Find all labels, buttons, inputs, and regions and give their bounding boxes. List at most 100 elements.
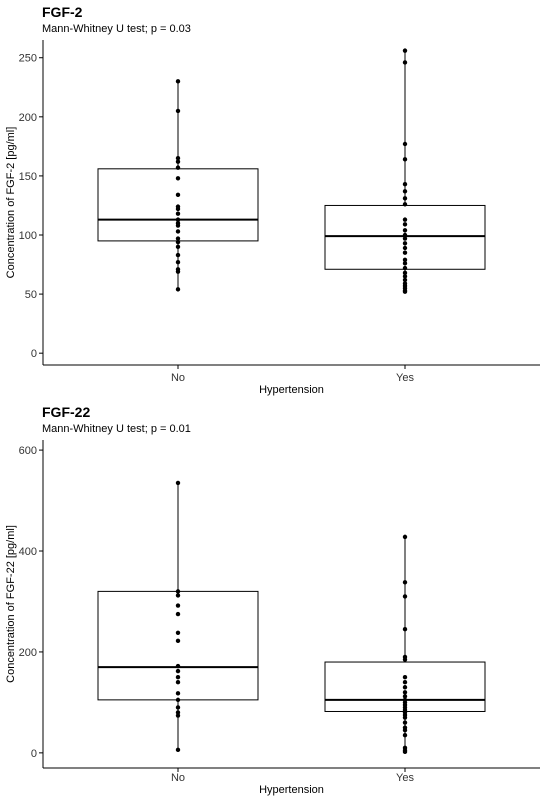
y-axis-title: Concentration of FGF-2 [pg/ml] <box>5 127 17 279</box>
data-point <box>175 638 181 644</box>
data-point <box>175 108 181 114</box>
x-tick-label: Yes <box>396 772 414 784</box>
data-point <box>175 155 181 161</box>
chart-title: FGF-22 <box>42 404 91 420</box>
data-point <box>402 60 408 65</box>
data-point <box>402 685 408 690</box>
data-point <box>175 593 181 598</box>
data-point <box>402 715 408 720</box>
data-point <box>402 257 408 263</box>
data-point <box>402 222 408 227</box>
x-tick-label: No <box>171 372 185 384</box>
data-point <box>402 580 408 585</box>
data-point <box>402 690 408 695</box>
data-point <box>402 189 408 194</box>
fgf2-chart-panel: FGF-2 Mann-Whitney U test; p = 0.03 0 50 1… <box>5 4 540 396</box>
fgf22-chart-panel: FGF-22 Mann-Whitney U test; p = 0.01 0 20… <box>0 400 550 800</box>
y-tick-label: 0 <box>31 748 37 760</box>
data-point <box>175 697 181 703</box>
data-point <box>175 159 181 164</box>
data-point <box>175 223 181 228</box>
data-point <box>402 196 408 201</box>
data-point <box>402 181 408 187</box>
data-point <box>402 680 408 685</box>
data-point <box>175 710 181 715</box>
data-point <box>402 245 408 251</box>
data-point <box>402 534 408 540</box>
data-point <box>402 727 408 733</box>
data-point <box>402 265 408 271</box>
data-point <box>402 289 408 294</box>
y-tick-label: 50 <box>25 289 37 301</box>
data-point <box>402 232 408 238</box>
data-point <box>402 594 408 599</box>
data-point <box>402 720 408 725</box>
data-point <box>402 694 408 699</box>
data-point <box>175 217 181 222</box>
x-tick-label: No <box>171 772 185 784</box>
data-point <box>175 229 181 234</box>
data-point <box>402 674 408 680</box>
data-point <box>175 236 181 241</box>
x-axis-title: Hypertension <box>259 784 324 796</box>
data-point <box>402 277 408 283</box>
data-point <box>175 287 181 292</box>
fgf2-boxplot: 0 50 100 150 200 250 No Yes Hypertension Concentr… <box>5 40 540 396</box>
data-point <box>175 705 181 710</box>
data-point <box>402 241 408 246</box>
x-tick-label: Yes <box>396 372 414 384</box>
data-point <box>402 261 408 266</box>
data-point <box>402 202 408 207</box>
data-point <box>175 269 181 274</box>
y-tick-label: 200 <box>19 112 37 124</box>
data-point <box>175 611 181 617</box>
data-point <box>175 668 181 674</box>
data-point <box>402 627 408 632</box>
data-point <box>402 749 408 755</box>
data-point <box>175 630 181 635</box>
data-point <box>175 239 181 245</box>
data-point <box>175 747 181 753</box>
data-point <box>175 680 181 685</box>
x-axis-title: Hypertension <box>259 384 324 396</box>
data-point <box>402 157 408 162</box>
data-point <box>175 663 181 669</box>
fgf22-boxplot: 0 200 400 600 No Yes Hypertension Concentration… <box>5 440 540 796</box>
data-point <box>175 259 181 265</box>
data-point <box>402 270 408 276</box>
y-tick-label: 400 <box>19 546 37 558</box>
data-point <box>402 141 408 147</box>
data-point <box>175 589 181 594</box>
data-point <box>402 250 408 255</box>
y-tick-label: 600 <box>19 445 37 457</box>
chart-subtitle: Mann-Whitney U test; p = 0.03 <box>42 23 191 35</box>
y-tick-label: 250 <box>19 53 37 65</box>
data-point <box>402 48 408 53</box>
data-point <box>175 691 181 696</box>
data-point <box>175 252 181 258</box>
chart-title: FGF-2 <box>42 4 83 20</box>
data-point <box>175 713 181 718</box>
data-point <box>175 165 181 170</box>
data-point <box>402 274 408 279</box>
data-point <box>175 176 181 181</box>
y-tick-label: 0 <box>31 348 37 360</box>
data-point <box>175 206 181 212</box>
data-point <box>402 657 408 662</box>
data-point <box>175 79 181 84</box>
data-point <box>175 674 181 680</box>
y-tick-label: 200 <box>19 647 37 659</box>
data-point <box>402 733 408 738</box>
data-point <box>402 236 408 241</box>
data-point <box>175 480 181 486</box>
y-axis-title: Concentration of FGF-22 [pg/ml] <box>5 525 17 683</box>
data-point <box>402 217 408 222</box>
data-point <box>175 192 181 198</box>
data-point <box>402 228 408 233</box>
data-point <box>175 244 181 250</box>
data-point <box>175 603 181 608</box>
data-point <box>175 211 181 216</box>
chart-subtitle: Mann-Whitney U test; p = 0.01 <box>42 423 191 435</box>
y-tick-label: 150 <box>19 171 37 183</box>
y-tick-label: 100 <box>19 230 37 242</box>
